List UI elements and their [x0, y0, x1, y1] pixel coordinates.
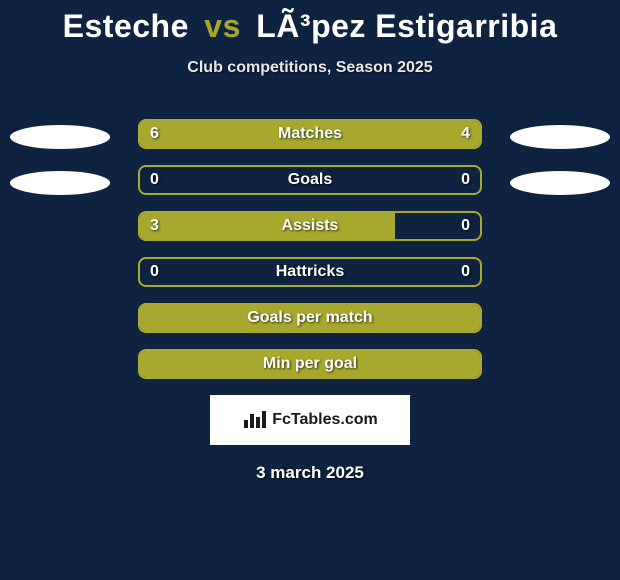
stat-row: 0 0Hattricks	[0, 257, 620, 287]
stat-value-left: 0	[150, 259, 159, 285]
player2-name: LÃ³pez Estigarribia	[256, 8, 557, 44]
stat-value-left: 0	[150, 167, 159, 193]
stat-value-right: 0	[461, 167, 470, 193]
stat-value-right: 0	[461, 259, 470, 285]
player1-marker	[10, 171, 110, 195]
fctables-logo: FcTables.com	[210, 395, 410, 445]
stat-bar-track: 0 0Hattricks	[138, 257, 482, 287]
stat-row: Min per goal	[0, 349, 620, 379]
stat-bar-track: 30Assists	[138, 211, 482, 241]
player1-marker	[10, 125, 110, 149]
bar-chart-icon	[242, 410, 268, 430]
stat-bar-left	[140, 213, 395, 239]
stat-bar-track: Goals per match	[138, 303, 482, 333]
stat-bar-track: 0 0Goals	[138, 165, 482, 195]
player1-name: Esteche	[63, 8, 189, 44]
stat-bar-left	[140, 305, 480, 331]
stat-row: Goals per match	[0, 303, 620, 333]
stats-container: 64Matches00Goals30Assists00HattricksGoal…	[0, 119, 620, 379]
stat-bar-left	[140, 351, 480, 377]
stat-bar-right	[344, 121, 480, 147]
stat-row: 30Assists	[0, 211, 620, 241]
stat-value-right: 4	[461, 121, 470, 147]
player2-marker	[510, 171, 610, 195]
stat-bar-track: 64Matches	[138, 119, 482, 149]
stat-value-left: 3	[150, 213, 159, 239]
stat-bar-track: Min per goal	[138, 349, 482, 379]
stat-label: Goals	[140, 167, 480, 193]
logo-text: FcTables.com	[272, 411, 378, 429]
stat-label: Hattricks	[140, 259, 480, 285]
page-title: Esteche vs LÃ³pez Estigarribia	[0, 0, 620, 45]
vs-text: vs	[204, 8, 241, 44]
stat-bar-left	[140, 121, 344, 147]
subtitle: Club competitions, Season 2025	[0, 59, 620, 77]
stat-row: 64Matches	[0, 119, 620, 149]
stat-row: 0 0Goals	[0, 165, 620, 195]
player2-marker	[510, 125, 610, 149]
stat-value-right: 0	[461, 213, 470, 239]
date-text: 3 march 2025	[0, 463, 620, 483]
stat-value-left: 6	[150, 121, 159, 147]
